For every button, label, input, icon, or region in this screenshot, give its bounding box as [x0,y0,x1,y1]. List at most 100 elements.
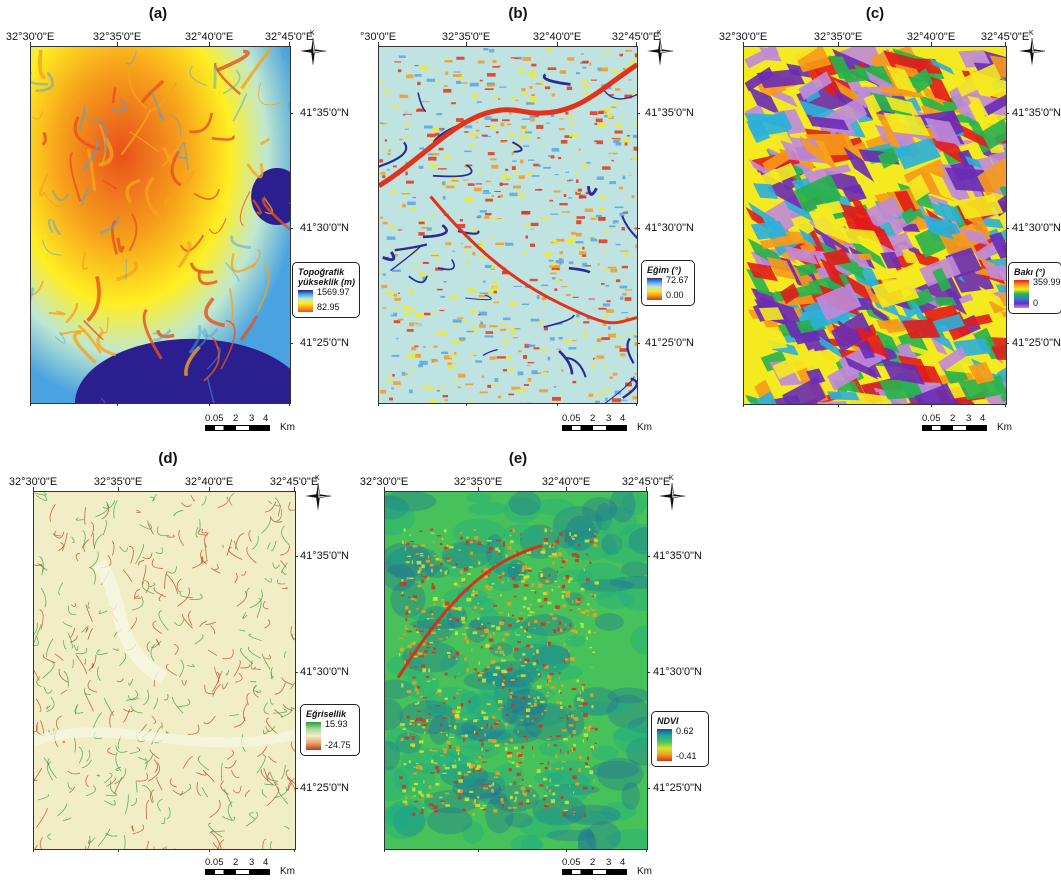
latitude-label: 41°35'0"N [653,550,702,562]
north-arrow-icon: K [1019,30,1046,66]
scale-number: 0.05 [562,413,581,424]
map-raster[interactable] [743,46,1007,405]
panel-label: (c) [865,5,885,22]
tick-mark [636,343,640,344]
north-label: K [657,30,662,37]
longitude-label: 32°45'0"E [611,31,661,43]
scale-number: 4 [263,857,269,868]
tick-mark [209,42,210,46]
tick-mark [289,343,293,344]
legend-color-ramp [647,278,662,300]
north-label: K [315,475,320,482]
panel-label: (d) [158,450,178,467]
longitude-label: 32°35'0"E [441,31,491,43]
legend-max-value: 0.62 [676,726,694,736]
tick-mark [646,556,650,557]
tick-mark [646,487,647,491]
longitude-label: 32°45'0"E [269,476,319,488]
longitude-label: 32°30'0"E [359,476,409,488]
scale-bar-graphic [562,869,627,875]
latitude-label: 41°35'0"N [1012,107,1061,119]
tick-mark [33,487,34,491]
tick-mark [1005,403,1006,407]
scale-bar: 0.05 2 3 4 Km [205,413,300,435]
map-raster[interactable] [30,46,291,404]
tick-mark [466,402,467,406]
longitude-label: 32°30'0"E [718,31,768,43]
longitude-label: 32°40'0"E [906,31,956,43]
map-raster[interactable] [378,46,638,404]
map-raster[interactable] [384,491,648,850]
tick-mark [33,848,34,852]
longitude-label: 32°30'0"E [5,31,55,43]
latitude-label: 41°30'0"N [1012,222,1061,234]
scale-number: 4 [620,413,626,424]
legend-color-ramp [657,729,672,761]
map-legend: NDVI 0.62 -0.41 [651,711,709,767]
latitude-label: 41°35'0"N [300,107,349,119]
scale-bar: 0.05 2 3 4 Km [562,413,657,435]
latitude-label: 41°35'0"N [300,550,349,562]
scale-number: 3 [249,857,255,868]
longitude-label: 32°40'0"E [184,476,234,488]
latitude-label: 41°25'0"N [653,782,702,794]
legend-title: Topoğrafik yükseklik (m) [298,267,356,287]
longitude-label: 32°40'0"E [541,476,591,488]
tick-mark [384,487,385,491]
tick-mark [1005,228,1009,229]
scale-bar-graphic [922,425,987,431]
scale-bar: 0.05 2 3 4 Km [922,413,1017,435]
longitude-label: 32°40'0"E [532,31,582,43]
latitude-label: 41°25'0"N [300,337,349,349]
scale-bar-graphic [562,425,627,431]
tick-mark [646,848,647,852]
tick-mark [209,402,210,406]
tick-mark [566,848,567,852]
tick-mark [117,402,118,406]
latitude-label: 41°30'0"N [300,222,349,234]
longitude-label: 32°40'0"E [184,31,234,43]
tick-mark [294,848,295,852]
legend-max-value: 15.93 [325,719,348,729]
scale-number: 0.05 [562,857,581,868]
legend-min-value: 82.95 [317,302,340,312]
scale-number: 3 [966,413,972,424]
tick-mark [118,487,119,491]
tick-mark [294,788,298,789]
tick-mark [1005,343,1009,344]
scale-number: 2 [233,413,239,424]
tick-mark [931,42,932,46]
longitude-label: 32°45'0"E [621,476,671,488]
tick-mark [1005,42,1006,46]
legend-min-value: -24.75 [325,740,351,750]
scale-number: 0.05 [205,413,224,424]
tick-mark [378,42,379,46]
legend-min-value: 0 [1033,298,1039,308]
tick-mark [289,228,293,229]
map-raster[interactable] [33,491,296,850]
north-arrow-icon: K [647,30,674,66]
scale-number: 4 [263,413,269,424]
scale-bar: 0.05 2 3 4 Km [205,857,300,879]
north-arrow-icon: K [305,475,332,511]
north-label: K [669,475,674,482]
tick-mark [478,487,479,491]
map-legend: Eğim (°) 72.67 0.00 [641,260,695,306]
tick-mark [743,403,744,407]
tick-mark [931,403,932,407]
scale-unit: Km [997,422,1012,433]
scale-unit: Km [637,422,652,433]
longitude-label: 32°30'0"E [8,476,58,488]
scale-unit: Km [280,422,295,433]
scale-unit: Km [637,866,652,877]
tick-mark [557,402,558,406]
north-label: K [1029,30,1034,37]
panel-label: (a) [148,5,168,22]
tick-mark [289,113,293,114]
scale-number: 3 [249,413,255,424]
tick-mark [1005,113,1009,114]
north-label: K [310,30,315,37]
tick-mark [466,42,467,46]
legend-title: Bakı (°) [1014,267,1046,277]
legend-color-ramp [1014,280,1029,308]
